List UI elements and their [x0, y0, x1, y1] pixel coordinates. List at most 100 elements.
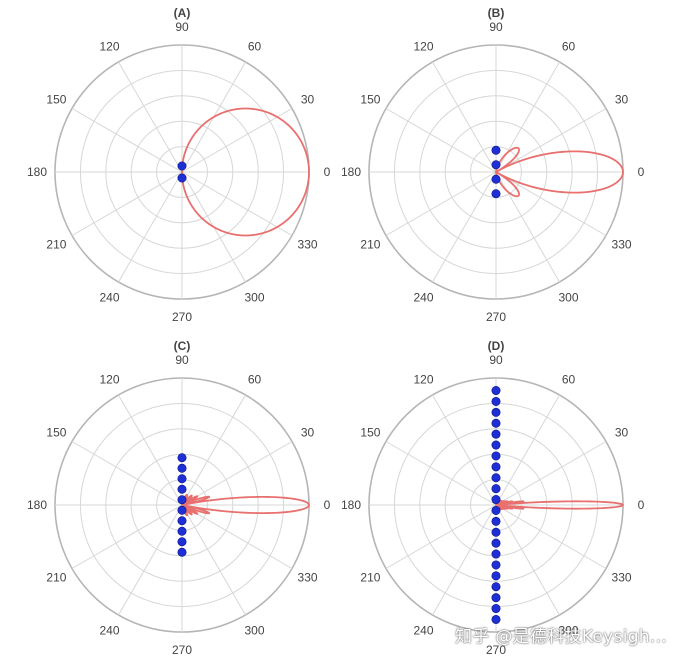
angle-tick-label: 60: [562, 372, 576, 386]
angle-tick-label: 0: [638, 498, 645, 512]
array-element-dot: [491, 593, 501, 603]
array-element-dot: [491, 484, 501, 494]
grid-spoke: [118, 394, 183, 506]
angle-tick-label: 210: [46, 238, 66, 252]
grid-spoke: [495, 394, 560, 506]
array-element-dot: [491, 418, 501, 428]
grid-spoke: [432, 171, 497, 283]
array-element-dot: [491, 560, 501, 570]
grid-spoke: [432, 504, 497, 616]
grid-spoke: [118, 504, 183, 616]
array-element-dot: [491, 451, 501, 461]
grid-spoke: [495, 504, 607, 569]
angle-tick-label: 240: [99, 624, 119, 638]
angle-tick-label: 60: [562, 39, 576, 53]
angle-tick-label: 270: [172, 310, 192, 324]
array-element-dot: [491, 407, 501, 417]
angle-tick-label: 150: [360, 93, 380, 107]
angle-tick-label: 330: [612, 238, 632, 252]
panel-label: (B): [488, 6, 505, 20]
angle-tick-label: 270: [486, 643, 506, 657]
angle-tick-label: 270: [486, 310, 506, 324]
angle-tick-label: 90: [489, 353, 503, 367]
angle-tick-label: 0: [324, 498, 331, 512]
array-element-dot: [491, 527, 501, 537]
array-element-dot: [491, 145, 501, 155]
array-element-dot: [491, 160, 501, 170]
array-element-dot: [491, 538, 501, 548]
grid-spoke: [181, 504, 246, 616]
array-element-dot: [491, 473, 501, 483]
angle-tick-label: 240: [413, 291, 433, 305]
grid-spoke: [71, 504, 183, 569]
grid-spoke: [385, 171, 497, 236]
grid-spoke: [118, 171, 183, 283]
array-element-dot: [177, 516, 187, 526]
angle-tick-label: 180: [27, 165, 47, 179]
angle-tick-label: 210: [46, 571, 66, 585]
array-element-dot: [491, 462, 501, 472]
grid-spoke: [495, 504, 560, 616]
angle-tick-label: 240: [413, 624, 433, 638]
array-element-dot: [491, 614, 501, 624]
angle-tick-label: 330: [298, 238, 318, 252]
angle-tick-label: 30: [615, 93, 629, 107]
angle-tick-label: 90: [175, 353, 189, 367]
array-element-dot: [177, 474, 187, 484]
grid-spoke: [71, 441, 183, 506]
angle-tick-label: 330: [298, 571, 318, 585]
grid-spoke: [432, 394, 497, 506]
grid-spoke: [181, 108, 293, 173]
angle-tick-label: 90: [489, 20, 503, 34]
array-element-dot: [177, 453, 187, 463]
angle-tick-label: 210: [360, 238, 380, 252]
angle-tick-label: 150: [46, 426, 66, 440]
radiation-pattern: [181, 107, 310, 237]
angle-tick-label: 300: [244, 624, 264, 638]
angle-tick-label: 0: [638, 165, 645, 179]
angle-tick-label: 300: [558, 291, 578, 305]
array-element-dot: [491, 495, 501, 505]
grid-spoke: [495, 441, 607, 506]
grid-spoke: [181, 504, 293, 569]
grid-spoke: [385, 441, 497, 506]
radiation-pattern: [181, 493, 310, 517]
array-element-dot: [491, 604, 501, 614]
angle-tick-label: 240: [99, 291, 119, 305]
grid-spoke: [71, 171, 183, 236]
angle-tick-label: 210: [360, 571, 380, 585]
array-element-dot: [177, 495, 187, 505]
angle-tick-label: 120: [99, 39, 119, 53]
watermark-text: 知乎 @是德科技Keysigh...: [455, 627, 667, 647]
angle-tick-label: 150: [360, 426, 380, 440]
grid-spoke: [495, 171, 607, 236]
array-element-dot: [491, 396, 501, 406]
grid-spoke: [385, 108, 497, 173]
angle-tick-label: 180: [27, 498, 47, 512]
angle-tick-label: 120: [413, 372, 433, 386]
grid-spoke: [181, 394, 246, 506]
panel-label: (C): [174, 339, 191, 353]
angle-tick-label: 30: [301, 426, 315, 440]
panel-label: (A): [174, 6, 191, 20]
radiation-pattern: [495, 146, 624, 198]
array-element-dot: [491, 571, 501, 581]
angle-tick-label: 30: [301, 93, 315, 107]
angle-tick-label: 60: [248, 372, 262, 386]
array-element-dot: [491, 174, 501, 184]
array-element-dot: [491, 582, 501, 592]
array-element-dot: [177, 547, 187, 557]
grid-spoke: [181, 171, 293, 236]
angle-tick-label: 270: [172, 643, 192, 657]
array-element-dot: [491, 386, 501, 396]
array-element-dot: [177, 537, 187, 547]
array-element-dot: [177, 161, 187, 171]
array-element-dot: [177, 526, 187, 536]
array-element-dot: [491, 189, 501, 199]
angle-tick-label: 300: [244, 291, 264, 305]
grid-spoke: [118, 61, 183, 173]
array-element-dot: [177, 484, 187, 494]
